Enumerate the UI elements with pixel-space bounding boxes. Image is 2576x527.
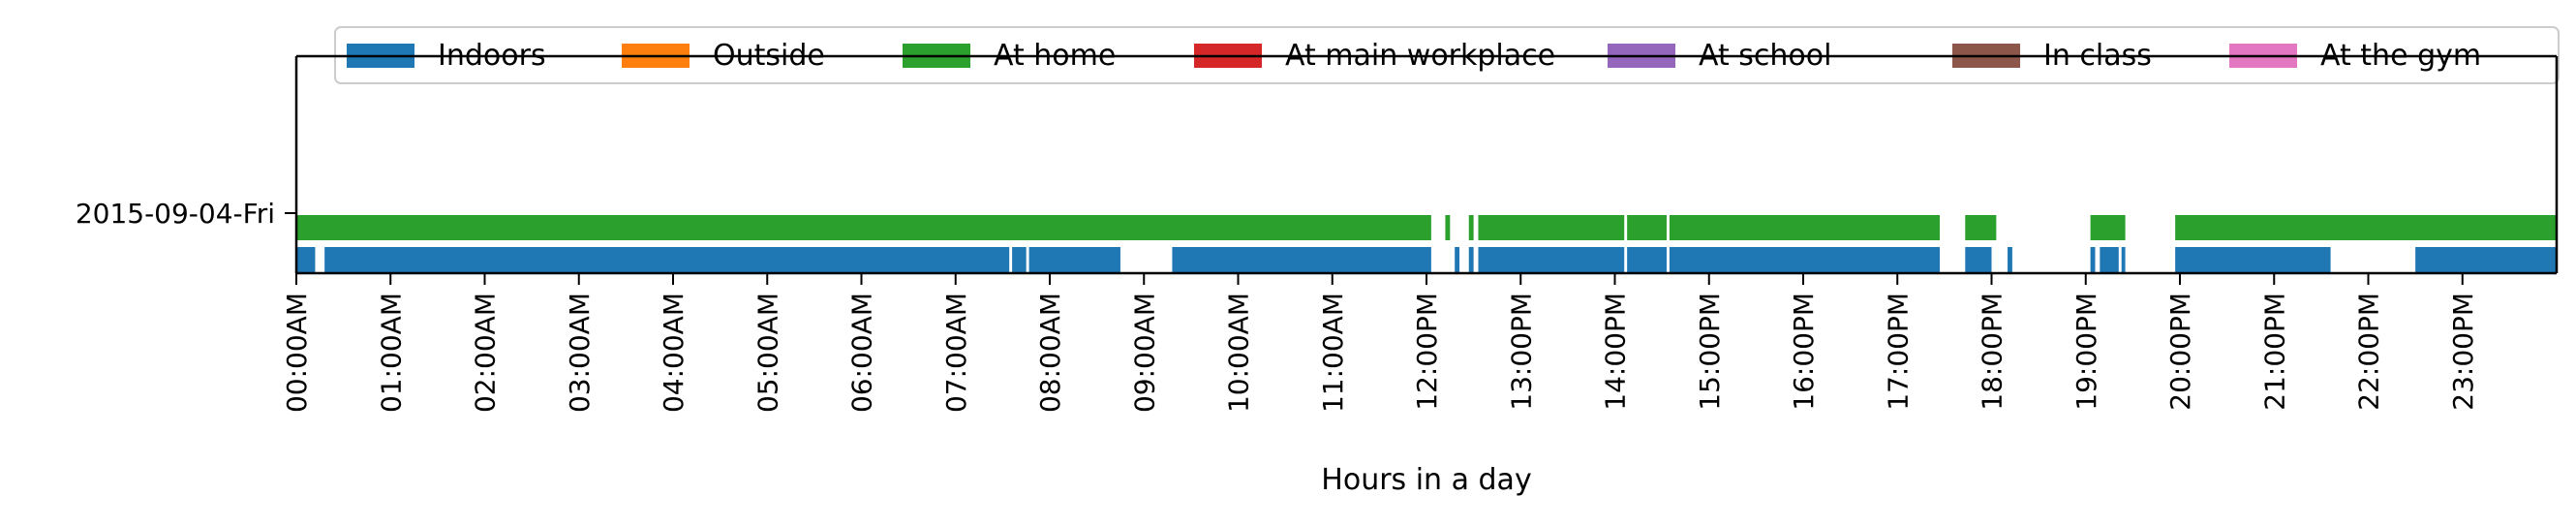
axes: 2015-09-04-Fri 00:00AM 01:00AM 02:00AM 03:00… — [76, 54, 2559, 413]
bar-indoors-16 — [2415, 247, 2557, 272]
x-axis-label: Hours in a day — [1321, 463, 1531, 497]
bar-indoors-6 — [1468, 247, 1474, 272]
bar-indoors-4 — [1172, 247, 1431, 272]
x-tick-label: 12:00PM — [1411, 293, 1443, 411]
x-tick-label: 05:00AM — [751, 293, 783, 413]
bar-indoors-2 — [1012, 247, 1027, 272]
x-tick-label: 18:00PM — [1977, 293, 2009, 411]
bar-at-home-6 — [1965, 215, 1997, 240]
bar-indoors-11 — [2008, 247, 2012, 272]
x-tick-label: 07:00AM — [940, 293, 972, 413]
x-tick-label: 08:00AM — [1034, 293, 1066, 413]
bar-indoors-1 — [324, 247, 1010, 272]
bars — [296, 215, 2557, 272]
x-tick-label: 14:00PM — [1600, 293, 1632, 411]
bar-indoors-3 — [1028, 247, 1120, 272]
x-tick-label: 09:00AM — [1128, 293, 1160, 413]
bar-indoors-0 — [296, 247, 316, 272]
bar-indoors-13 — [2100, 247, 2119, 272]
x-tick-label: 23:00PM — [2447, 293, 2479, 411]
bar-indoors-12 — [2090, 247, 2096, 272]
bar-at-home-1 — [1445, 215, 1451, 240]
bar-at-home-8 — [2175, 215, 2557, 240]
x-tick-label: 11:00AM — [1317, 293, 1349, 413]
bar-indoors-8 — [1627, 247, 1667, 272]
x-tick-label: 17:00PM — [1882, 293, 1914, 411]
bar-at-home-3 — [1478, 215, 1625, 240]
y-tick-label: 2015-09-04-Fri — [76, 198, 275, 230]
x-tick-label: 06:00AM — [846, 293, 878, 413]
x-tick-label: 21:00PM — [2258, 293, 2290, 411]
bar-at-home-7 — [2090, 215, 2126, 240]
x-tick-label: 22:00PM — [2353, 293, 2385, 411]
x-tick-label: 15:00PM — [1694, 293, 1726, 411]
bar-indoors-7 — [1478, 247, 1625, 272]
x-tick-label: 20:00PM — [2164, 293, 2196, 411]
bar-indoors-15 — [2175, 247, 2331, 272]
bar-indoors-9 — [1669, 247, 1941, 272]
bar-indoors-14 — [2121, 247, 2126, 272]
bar-indoors-5 — [1455, 247, 1460, 272]
x-tick-label: 03:00AM — [564, 293, 596, 413]
bar-at-home-4 — [1627, 215, 1667, 240]
x-tick-label: 02:00AM — [470, 293, 502, 413]
bar-at-home-2 — [1468, 215, 1474, 240]
x-tick-label: 04:00AM — [658, 293, 690, 413]
x-tick-label: 13:00PM — [1505, 293, 1537, 411]
x-tick-label: 16:00PM — [1788, 293, 1820, 411]
bar-at-home-5 — [1669, 215, 1941, 240]
x-tick-label: 10:00AM — [1223, 293, 1255, 413]
bar-indoors-10 — [1965, 247, 1992, 272]
x-tick-label: 01:00AM — [375, 293, 407, 413]
x-tick-label: 19:00PM — [2070, 293, 2102, 411]
bar-at-home-0 — [296, 215, 1431, 240]
x-tick-label: 00:00AM — [281, 293, 313, 413]
